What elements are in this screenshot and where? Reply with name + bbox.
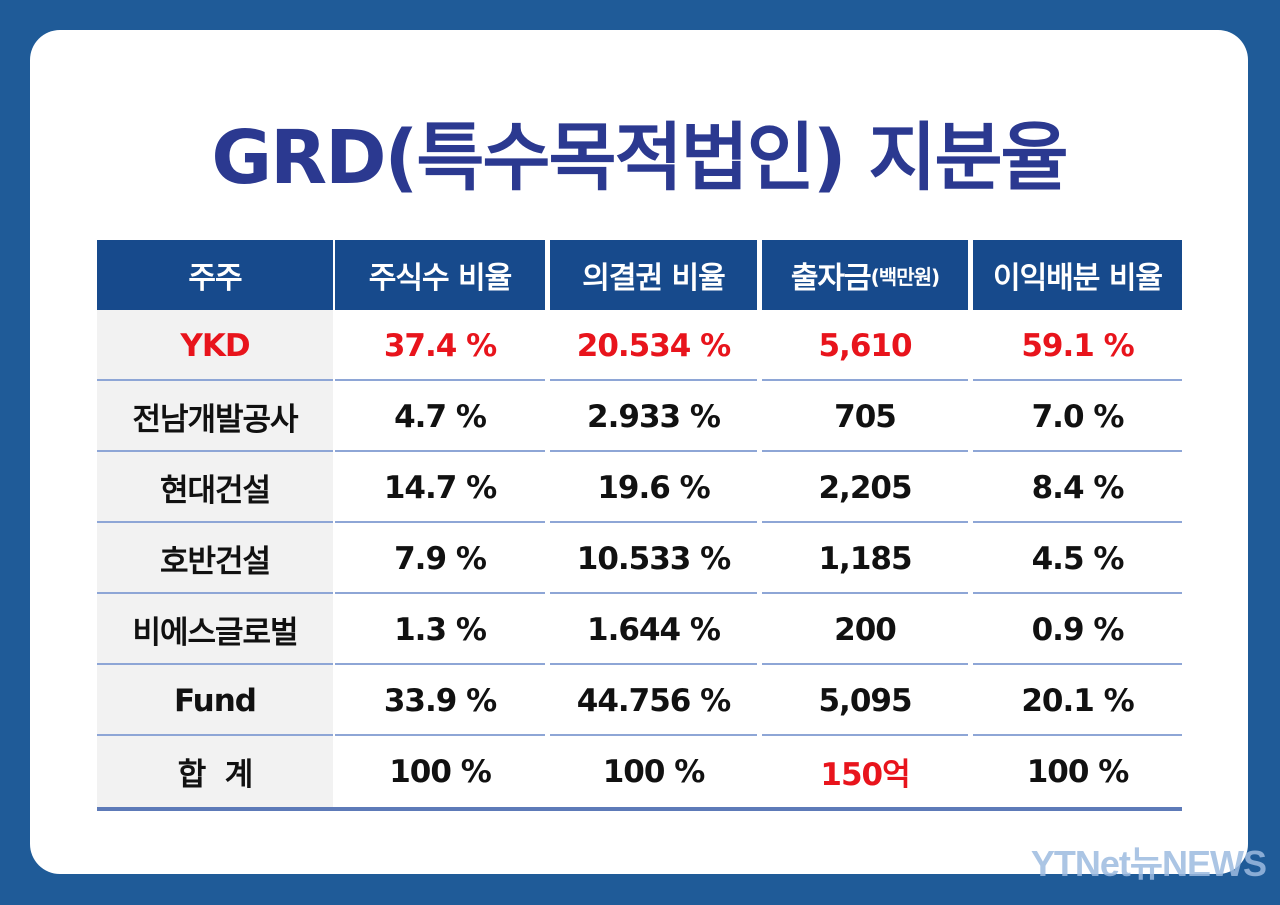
voting-ratio-cell: 20.534 % bbox=[576, 327, 731, 364]
row-divider bbox=[973, 450, 1182, 452]
voting-ratio-cell: 44.756 % bbox=[576, 682, 731, 719]
row-divider bbox=[335, 450, 545, 452]
row-divider bbox=[335, 663, 545, 665]
row-divider bbox=[97, 450, 333, 452]
row-divider bbox=[550, 450, 757, 452]
row-divider bbox=[97, 379, 333, 381]
row-divider bbox=[762, 379, 968, 381]
row-divider bbox=[335, 379, 545, 381]
table-row: Fund 33.9 % 44.756 % 5,095 20.1 % bbox=[97, 665, 1182, 736]
share-ratio-cell: 33.9 % bbox=[383, 682, 497, 719]
investment-cell: 705 bbox=[834, 398, 897, 435]
row-divider bbox=[550, 734, 757, 736]
row-divider bbox=[550, 521, 757, 523]
shareholder-cell: 현대건설 bbox=[97, 452, 333, 523]
table-row: YKD 37.4 % 20.534 % 5,610 59.1 % bbox=[97, 310, 1182, 381]
profit-ratio-cell: 7.0 % bbox=[1031, 398, 1125, 435]
voting-ratio-cell: 100 % bbox=[602, 753, 706, 790]
header-investment-unit: (백만원) bbox=[870, 264, 940, 289]
header-shareholder: 주주 bbox=[97, 240, 333, 310]
shareholding-table: 주주 주식수 비율 의결권 비율 출자금 (백만원) 이익배분 비율 YKD 37… bbox=[97, 240, 1182, 811]
table-bottom-border bbox=[97, 807, 1182, 811]
row-divider bbox=[762, 521, 968, 523]
investment-cell: 5,095 bbox=[818, 682, 912, 719]
voting-ratio-cell: 2.933 % bbox=[587, 398, 721, 435]
header-investment-label: 출자금 bbox=[790, 261, 872, 296]
shareholder-cell: Fund bbox=[97, 665, 333, 736]
row-divider bbox=[97, 592, 333, 594]
table-total-row: 합 계 100 % 100 % 150억 100 % bbox=[97, 736, 1182, 807]
row-divider bbox=[550, 379, 757, 381]
header-investment: 출자금 (백만원) bbox=[762, 240, 968, 310]
share-ratio-cell: 4.7 % bbox=[394, 398, 487, 435]
header-profit-ratio: 이익배분 비율 bbox=[973, 240, 1182, 310]
share-ratio-cell: 1.3 % bbox=[394, 611, 487, 648]
voting-ratio-cell: 1.644 % bbox=[587, 611, 721, 648]
table-row: 호반건설 7.9 % 10.533 % 1,185 4.5 % bbox=[97, 523, 1182, 594]
row-divider bbox=[762, 663, 968, 665]
shareholder-cell: 호반건설 bbox=[97, 523, 333, 594]
shareholder-cell: 전남개발공사 bbox=[97, 381, 333, 452]
share-ratio-cell: 14.7 % bbox=[383, 469, 497, 506]
row-divider bbox=[762, 450, 968, 452]
row-divider bbox=[762, 734, 968, 736]
share-ratio-cell: 7.9 % bbox=[394, 540, 487, 577]
row-divider bbox=[973, 379, 1182, 381]
row-divider bbox=[550, 663, 757, 665]
row-divider bbox=[762, 592, 968, 594]
total-label-cell: 합 계 bbox=[97, 736, 333, 807]
row-divider bbox=[335, 521, 545, 523]
header-share-ratio: 주식수 비율 bbox=[335, 240, 545, 310]
investment-cell: 1,185 bbox=[818, 540, 912, 577]
row-divider bbox=[335, 592, 545, 594]
row-divider bbox=[973, 521, 1182, 523]
infographic-card: GRD(특수목적법인) 지분율 주주 주식수 비율 의결권 비율 출자금 (백만원… bbox=[30, 30, 1248, 874]
profit-ratio-cell: 0.9 % bbox=[1031, 611, 1125, 648]
row-divider bbox=[97, 521, 333, 523]
table-row: 전남개발공사 4.7 % 2.933 % 705 7.0 % bbox=[97, 381, 1182, 452]
investment-cell: 2,205 bbox=[818, 469, 912, 506]
row-divider bbox=[973, 592, 1182, 594]
profit-ratio-cell: 59.1 % bbox=[1021, 327, 1134, 364]
voting-ratio-cell: 10.533 % bbox=[576, 540, 731, 577]
profit-ratio-cell: 20.1 % bbox=[1021, 682, 1134, 719]
row-divider bbox=[550, 592, 757, 594]
row-divider bbox=[973, 663, 1182, 665]
header-voting-ratio: 의결권 비율 bbox=[550, 240, 757, 310]
voting-ratio-cell: 19.6 % bbox=[597, 469, 710, 506]
table-header: 주주 주식수 비율 의결권 비율 출자금 (백만원) 이익배분 비율 bbox=[97, 240, 1182, 310]
watermark-logo: YTNet뉴NEWS bbox=[1030, 843, 1267, 884]
row-divider bbox=[97, 663, 333, 665]
row-divider bbox=[97, 734, 333, 736]
shareholder-cell: YKD bbox=[97, 310, 333, 381]
row-divider bbox=[335, 734, 545, 736]
profit-ratio-cell: 4.5 % bbox=[1031, 540, 1125, 577]
investment-total-cell: 150억 bbox=[820, 757, 910, 793]
row-divider bbox=[973, 734, 1182, 736]
table-row: 비에스글로벌 1.3 % 1.644 % 200 0.9 % bbox=[97, 594, 1182, 665]
profit-ratio-cell: 100 % bbox=[1026, 753, 1130, 790]
table-row: 현대건설 14.7 % 19.6 % 2,205 8.4 % bbox=[97, 452, 1182, 523]
profit-ratio-cell: 8.4 % bbox=[1031, 469, 1125, 506]
investment-cell: 200 bbox=[834, 611, 897, 648]
shareholder-cell: 비에스글로벌 bbox=[97, 594, 333, 665]
share-ratio-cell: 37.4 % bbox=[383, 327, 497, 364]
page-title: GRD(특수목적법인) 지분율 bbox=[211, 115, 1068, 201]
investment-cell: 5,610 bbox=[818, 327, 912, 364]
share-ratio-cell: 100 % bbox=[389, 753, 492, 790]
